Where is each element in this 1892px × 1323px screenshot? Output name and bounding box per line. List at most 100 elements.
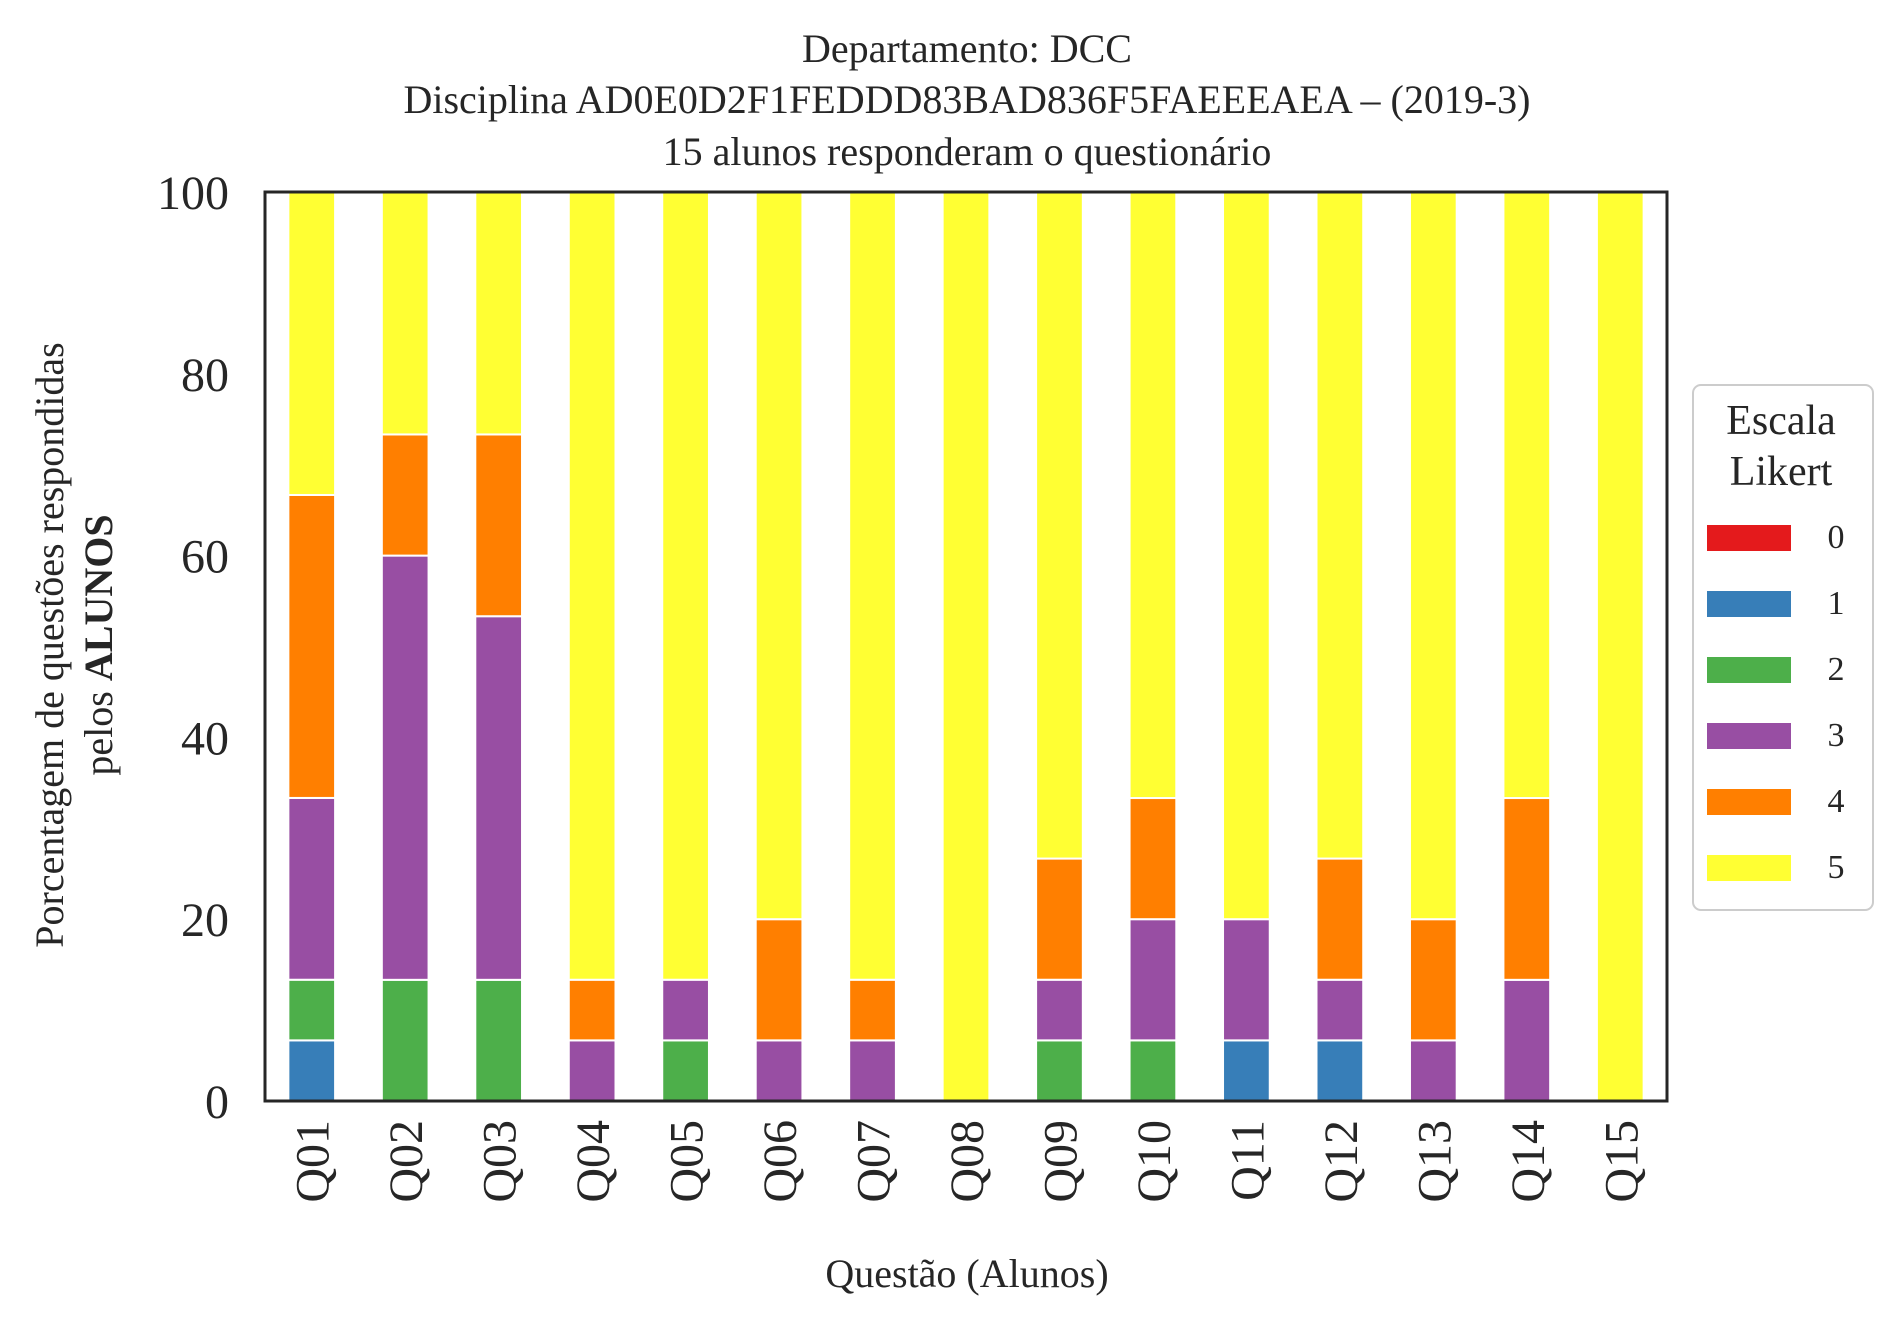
bar-Q09-level-4 bbox=[1035, 857, 1084, 981]
bar-Q04-level-3 bbox=[567, 1039, 617, 1102]
bar-Q09-level-5 bbox=[1035, 191, 1084, 860]
legend-label-3: 3 bbox=[1828, 717, 1845, 754]
x-tick-label: Q02 bbox=[380, 1120, 433, 1203]
bar-Q04-level-5 bbox=[567, 190, 617, 981]
bar-Q02-level-4 bbox=[380, 433, 430, 557]
y-axis-label: Porcentagem de questões respondidas pelo… bbox=[27, 342, 121, 947]
x-tick-label: Q09 bbox=[1034, 1120, 1087, 1203]
bar-Q02-level-3 bbox=[380, 554, 430, 981]
bar-Q06-level-3 bbox=[754, 1039, 804, 1102]
x-tick-label: Q14 bbox=[1502, 1120, 1555, 1203]
bar-Q06-level-4 bbox=[754, 918, 804, 1042]
bar-Q11-level-5 bbox=[1222, 191, 1271, 921]
legend-swatch-4 bbox=[1707, 789, 1791, 815]
bar-Q01-level-4 bbox=[287, 493, 337, 799]
y-tick-label: 60 bbox=[181, 531, 229, 584]
bar-Q14-level-3 bbox=[1502, 978, 1552, 1103]
bar-Q10-level-4 bbox=[1128, 797, 1178, 921]
x-tick-label: Q03 bbox=[474, 1120, 527, 1203]
x-tick-label: Q08 bbox=[941, 1120, 994, 1203]
legend-swatch-1 bbox=[1707, 591, 1791, 617]
legend: Escala Likert 0 1 2 3 4 5 bbox=[1692, 384, 1874, 911]
x-tick-label: Q01 bbox=[287, 1120, 340, 1203]
bar-Q10-level-3 bbox=[1128, 918, 1178, 1042]
bar-Q12-level-4 bbox=[1315, 857, 1365, 981]
bar-Q11-level-1 bbox=[1222, 1039, 1271, 1102]
bar-Q01-level-3 bbox=[287, 796, 337, 981]
bar-Q13-level-3 bbox=[1408, 1039, 1458, 1102]
x-axis-label: Questão (Alunos) bbox=[825, 1251, 1108, 1296]
bar-Q13-level-4 bbox=[1408, 918, 1458, 1042]
bar-Q03-level-2 bbox=[474, 978, 524, 1103]
legend-items: 0 1 2 3 4 5 bbox=[1707, 519, 1845, 886]
x-tick-label: Q05 bbox=[661, 1120, 714, 1203]
legend-swatch-3 bbox=[1707, 723, 1791, 749]
y-axis-label-bold: ALUNOS bbox=[76, 514, 121, 681]
chart-title-line-1: Departamento: DCC bbox=[802, 26, 1132, 71]
legend-frame bbox=[1692, 384, 1874, 911]
bar-Q03-level-5 bbox=[474, 191, 524, 436]
bar-Q10-level-5 bbox=[1128, 191, 1178, 800]
x-tick-label: Q07 bbox=[848, 1120, 901, 1203]
legend-label-1: 1 bbox=[1828, 585, 1845, 622]
legend-swatch-0 bbox=[1707, 525, 1791, 551]
x-tick-label: Q04 bbox=[567, 1120, 620, 1203]
bars-group bbox=[287, 190, 1645, 1103]
bar-Q05-level-5 bbox=[661, 190, 710, 981]
y-tick-label: 100 bbox=[157, 167, 229, 220]
bar-Q10-level-2 bbox=[1128, 1039, 1178, 1102]
bar-Q05-level-2 bbox=[661, 1039, 710, 1102]
chart-title-line-3: 15 alunos responderam o questionário bbox=[663, 129, 1272, 174]
bar-Q03-level-3 bbox=[474, 615, 524, 981]
bar-Q11-level-3 bbox=[1222, 918, 1271, 1042]
x-tick-label: Q06 bbox=[754, 1120, 807, 1203]
bar-Q06-level-5 bbox=[754, 191, 804, 921]
bar-Q07-level-4 bbox=[848, 978, 897, 1042]
bar-Q03-level-4 bbox=[474, 433, 524, 618]
legend-swatch-2 bbox=[1707, 657, 1791, 683]
bar-Q14-level-4 bbox=[1502, 797, 1552, 981]
bar-Q12-level-5 bbox=[1315, 191, 1365, 860]
bar-Q07-level-3 bbox=[848, 1039, 897, 1102]
x-tick-label: Q15 bbox=[1595, 1120, 1648, 1203]
x-axis-ticks: Q01 Q02 Q03 Q04 Q05 Q06 Q07 Q08 Q09 Q10 Q11 Q12 Q13 Q… bbox=[287, 1120, 1649, 1203]
y-tick-label: 20 bbox=[181, 894, 229, 947]
legend-label-5: 5 bbox=[1828, 849, 1845, 886]
y-axis-label-line-1: Porcentagem de questões respondidas bbox=[27, 342, 72, 947]
chart-title-line-2: Disciplina AD0E0D2F1FEDDD83BAD836F5FAEEE… bbox=[403, 77, 1530, 122]
y-axis-ticks: 0 20 40 60 80 100 bbox=[157, 167, 229, 1129]
bar-Q02-level-2 bbox=[380, 978, 430, 1103]
x-tick-label: Q10 bbox=[1128, 1120, 1181, 1203]
y-tick-label: 80 bbox=[181, 349, 229, 402]
bar-Q01-level-1 bbox=[287, 1039, 337, 1102]
bar-Q12-level-1 bbox=[1315, 1039, 1365, 1102]
legend-swatch-5 bbox=[1707, 855, 1791, 881]
bar-Q01-level-2 bbox=[287, 978, 337, 1042]
bar-Q01-level-5 bbox=[287, 191, 337, 496]
bar-Q15-level-5 bbox=[1595, 191, 1645, 1102]
bar-Q12-level-3 bbox=[1315, 978, 1365, 1042]
x-tick-label: Q13 bbox=[1408, 1120, 1461, 1203]
y-axis-label-prefix: pelos bbox=[76, 681, 121, 775]
bar-Q13-level-5 bbox=[1408, 191, 1458, 921]
legend-title-line-1: Escala bbox=[1726, 398, 1836, 444]
bar-Q04-level-4 bbox=[567, 978, 617, 1042]
legend-label-2: 2 bbox=[1828, 651, 1845, 688]
bar-Q08-level-5 bbox=[941, 191, 991, 1102]
bar-Q02-level-5 bbox=[380, 191, 430, 436]
bar-Q05-level-3 bbox=[661, 978, 710, 1042]
x-tick-label: Q11 bbox=[1221, 1120, 1274, 1201]
x-tick-label: Q12 bbox=[1315, 1120, 1368, 1203]
y-tick-label: 0 bbox=[205, 1076, 229, 1129]
bar-Q09-level-2 bbox=[1035, 1039, 1084, 1102]
bar-Q07-level-5 bbox=[848, 190, 897, 981]
y-tick-label: 40 bbox=[181, 712, 229, 765]
legend-label-0: 0 bbox=[1828, 519, 1845, 556]
bar-Q14-level-5 bbox=[1502, 191, 1552, 800]
legend-label-4: 4 bbox=[1828, 783, 1845, 820]
y-axis-label-line-2: pelos ALUNOS bbox=[76, 514, 121, 775]
legend-title-line-2: Likert bbox=[1730, 449, 1833, 495]
bar-Q09-level-3 bbox=[1035, 978, 1084, 1042]
plot-frame bbox=[263, 190, 1669, 1103]
